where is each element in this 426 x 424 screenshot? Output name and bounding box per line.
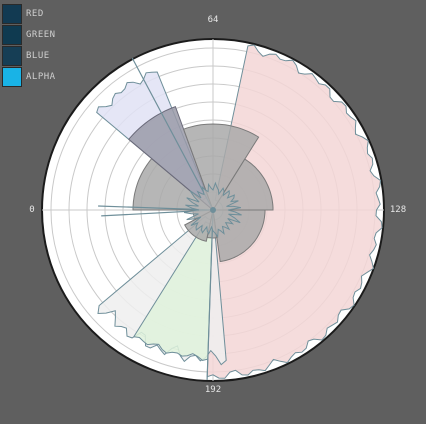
spike-upper	[131, 57, 214, 211]
legend-item-alpha[interactable]: ALPHA	[2, 67, 56, 87]
legend-item-red[interactable]: RED	[2, 4, 56, 24]
angle-label-64: 64	[207, 15, 219, 25]
spike-left	[98, 205, 214, 211]
center-point	[210, 207, 216, 213]
center-bar-upper-left	[127, 105, 215, 212]
legend-label-blue: BLUE	[26, 51, 50, 61]
legend-item-green[interactable]: GREEN	[2, 25, 56, 45]
alpha-swatch[interactable]	[2, 67, 22, 87]
angle-label-128: 128	[389, 205, 407, 215]
angle-label-0: 0	[29, 205, 35, 215]
spike-bottom	[206, 209, 214, 380]
blue-swatch[interactable]	[2, 46, 22, 66]
channel-legend: RED GREEN BLUE ALPHA	[2, 4, 56, 87]
legend-label-green: GREEN	[26, 30, 56, 40]
legend-label-red: RED	[26, 9, 44, 19]
green-swatch[interactable]	[2, 25, 22, 45]
legend-item-blue[interactable]: BLUE	[2, 46, 56, 66]
red-swatch[interactable]	[2, 4, 22, 24]
center-bar-top	[182, 123, 260, 212]
angle-label-192: 192	[204, 385, 222, 395]
center-bar-left	[132, 157, 215, 211]
legend-label-alpha: ALPHA	[26, 72, 56, 82]
